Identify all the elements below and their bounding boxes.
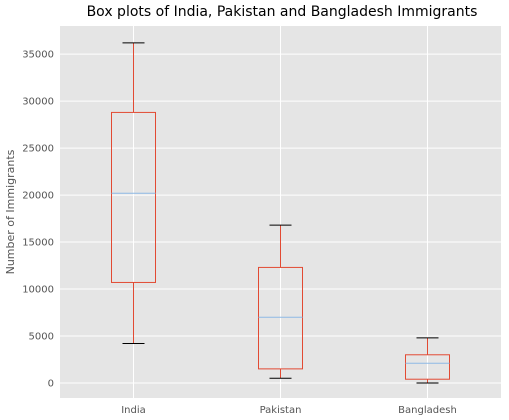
x-axis-ticks: India Pakistan Bangladesh	[121, 405, 457, 416]
x-tick-label: Pakistan	[260, 405, 302, 416]
y-tick-label: 30000	[22, 97, 54, 108]
x-tick-label: Bangladesh	[398, 405, 457, 416]
y-tick-label: 35000	[22, 50, 54, 61]
y-tick-label: 25000	[22, 144, 54, 155]
chart-title: Box plots of India, Pakistan and Banglad…	[87, 4, 478, 20]
y-axis-label: Number of Immigrants	[4, 149, 17, 274]
y-tick-label: 20000	[22, 191, 54, 202]
box-pakistan	[258, 224, 303, 379]
box-bangladesh	[405, 337, 450, 384]
y-axis-ticks: 0 5000 10000 15000 20000 25000 30000 35000	[22, 50, 54, 390]
box-series	[111, 42, 450, 384]
y-tick-label: 10000	[22, 285, 54, 296]
y-tick-label: 15000	[22, 238, 54, 249]
box-india	[111, 42, 156, 345]
x-tick-label: India	[121, 405, 146, 416]
box-iqr	[111, 111, 156, 283]
y-tick-label: 5000	[29, 332, 54, 343]
box-iqr	[258, 266, 303, 370]
box-iqr	[405, 354, 450, 380]
y-tick-label: 0	[48, 378, 54, 389]
